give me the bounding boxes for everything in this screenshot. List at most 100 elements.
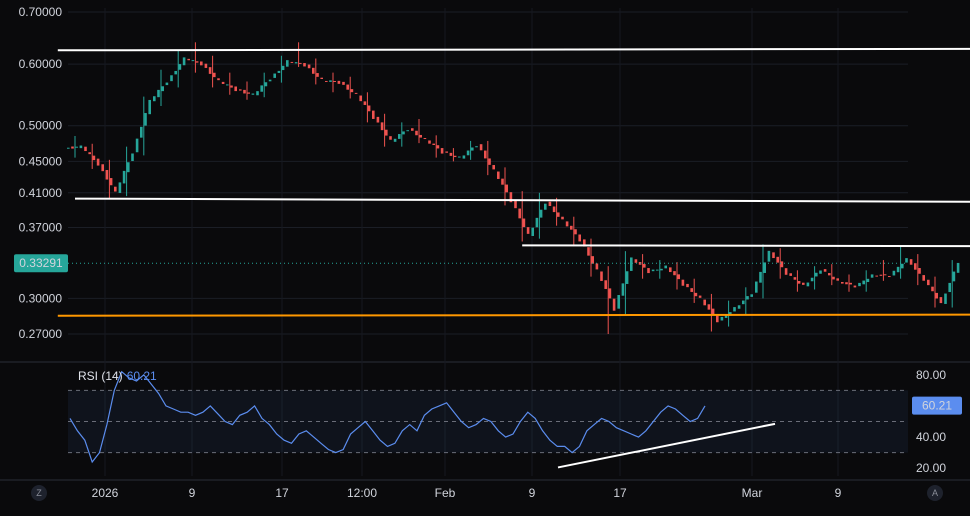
candle-body <box>157 89 160 98</box>
candle-body <box>264 82 268 87</box>
candle-body <box>952 271 956 282</box>
candle-body <box>367 105 371 112</box>
rsi-trend-line <box>557 422 776 469</box>
candle-body <box>389 136 392 140</box>
candle-body <box>849 282 852 285</box>
candle-body <box>883 274 887 276</box>
candle-body <box>673 271 676 276</box>
last-price-label: 0.33291 <box>19 256 63 270</box>
price-tick-label: 0.27000 <box>19 327 63 341</box>
candle-body <box>746 296 749 300</box>
candle-body <box>617 295 620 309</box>
candle-body <box>841 281 844 284</box>
candle-body <box>711 308 715 315</box>
candle-body <box>630 257 633 271</box>
candle-body <box>694 292 698 297</box>
candle-body <box>896 266 900 273</box>
candle-body <box>565 221 569 227</box>
candle-body <box>866 278 870 283</box>
candle-body <box>440 148 444 154</box>
candle-body <box>445 151 448 153</box>
candle-body <box>432 143 435 146</box>
candle-body <box>604 280 607 289</box>
candle-body <box>153 96 156 102</box>
candle-body <box>475 146 478 148</box>
candle-body <box>131 153 134 162</box>
candle-body <box>733 307 736 312</box>
candle-body <box>578 234 581 242</box>
candle-body <box>105 170 109 180</box>
candle-body <box>625 271 629 284</box>
candle-body <box>84 146 87 152</box>
candle-body <box>230 85 233 88</box>
candle-body <box>234 86 237 92</box>
candle-body <box>273 73 276 78</box>
candle-body <box>591 256 594 264</box>
candle-body <box>393 138 397 142</box>
candle-body <box>312 67 315 74</box>
candle-body <box>583 239 586 247</box>
candle-body <box>755 281 758 293</box>
candle-body <box>772 252 775 259</box>
time-tick-label: 2026 <box>92 486 119 500</box>
candle-body <box>802 282 805 285</box>
candle-body <box>286 60 289 67</box>
candle-body <box>247 92 250 94</box>
candle-body <box>522 218 526 228</box>
rsi-title: RSI (14) <box>78 369 123 383</box>
candle-body <box>372 110 375 119</box>
candle-body <box>256 91 259 96</box>
candle-body <box>660 268 663 271</box>
candle-body <box>724 314 728 318</box>
candle-body <box>621 283 625 296</box>
candle-body <box>505 184 508 193</box>
time-tick-label: 9 <box>529 486 536 500</box>
candle-body <box>75 146 78 148</box>
auto-scale-toggle-right[interactable]: A <box>927 485 943 501</box>
candle-body <box>875 275 878 277</box>
price-tick-label: 0.30000 <box>19 291 63 305</box>
candle-body <box>316 73 319 77</box>
candle-body <box>862 280 865 285</box>
rsi-value-badge-label: 60.21 <box>922 399 952 413</box>
price-tick-label: 0.70000 <box>19 5 63 19</box>
candle-body <box>720 316 724 321</box>
candle-body <box>681 279 685 286</box>
candle-body <box>935 292 938 299</box>
candle-body <box>595 263 599 270</box>
candle-body <box>514 200 517 209</box>
candle-body <box>299 62 302 64</box>
candle-body <box>187 58 190 61</box>
candle-body <box>415 130 418 136</box>
candle-body <box>277 70 281 73</box>
time-tick-label: 17 <box>275 486 289 500</box>
candle-body <box>419 134 422 138</box>
candle-body <box>905 258 908 263</box>
candle-body <box>294 62 298 64</box>
auto-scale-toggle-left[interactable]: Z <box>31 485 47 501</box>
candle-body <box>221 81 225 84</box>
candle-body <box>870 274 874 278</box>
candle-body <box>161 86 164 92</box>
candle-body <box>479 144 483 151</box>
candle-body <box>819 270 822 274</box>
candle-body <box>600 271 603 281</box>
candle-body <box>570 225 573 230</box>
candle-body <box>217 78 220 81</box>
candle-body <box>888 276 891 278</box>
candle-body <box>664 265 667 269</box>
candle-body <box>329 80 332 82</box>
candle-body <box>122 170 126 184</box>
candle-body <box>281 65 285 71</box>
candle-body <box>552 206 556 213</box>
candle-body <box>127 162 130 173</box>
candle-body <box>759 271 762 283</box>
candle-body <box>398 134 401 139</box>
candle-body <box>484 150 487 159</box>
candle-body <box>411 128 414 131</box>
rsi-value-badge <box>912 396 962 415</box>
candle-body <box>488 158 491 165</box>
candle-body <box>587 247 590 256</box>
